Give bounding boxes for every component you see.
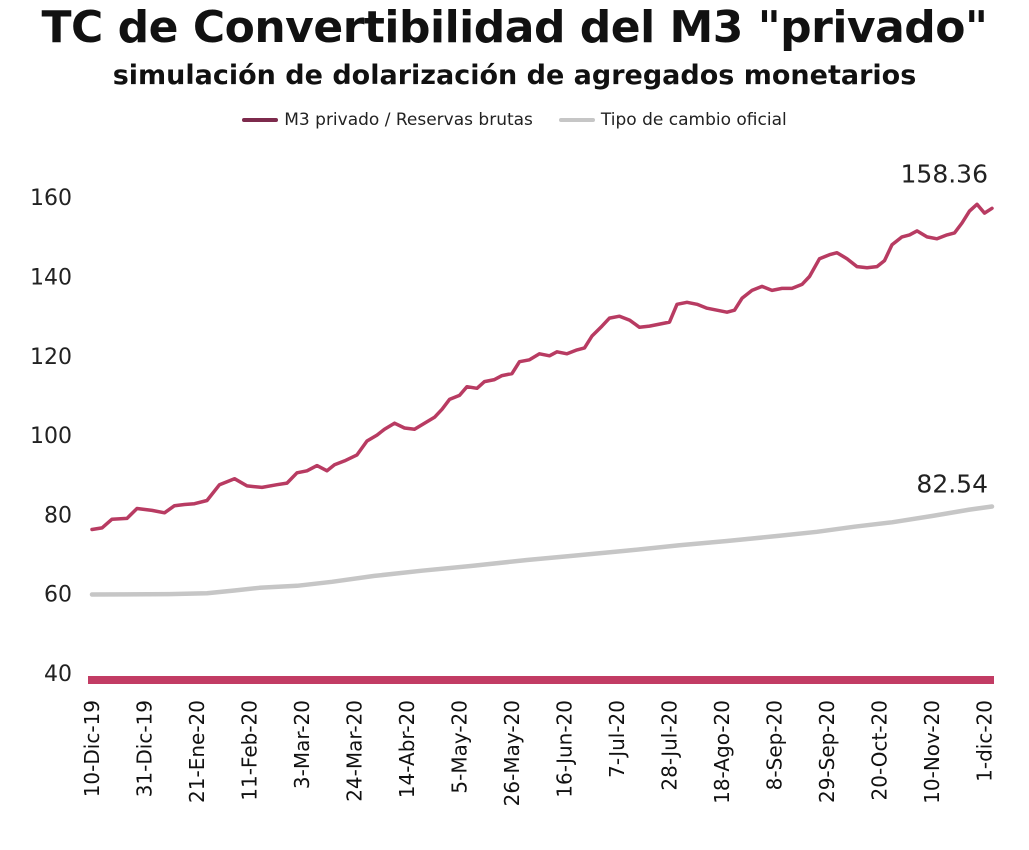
legend-item-tc: Tipo de cambio oficial: [558, 110, 787, 130]
x-tick-label: 24-Mar-20: [343, 700, 367, 802]
x-tick-label: 11-Feb-20: [238, 700, 262, 801]
data-label-tc-last: 82.54: [916, 469, 988, 498]
legend-item-m3: M3 privado / Reservas brutas: [242, 110, 533, 130]
x-tick-label: 21-Ene-20: [185, 700, 209, 803]
y-tick-label: 160: [30, 186, 72, 211]
x-tick-label: 29-Sep-20: [815, 700, 839, 803]
x-axis-ticks: 10-Dic-19 31-Dic-19 21-Ene-20 11-Feb-20 3-Ma…: [80, 700, 997, 806]
chart-title: TC de Convertibilidad del M3 "privado": [41, 2, 988, 53]
chart-subtitle: simulación de dolarización de agregados …: [112, 60, 917, 91]
x-tick-label: 5-May-20: [448, 700, 472, 794]
end-labels: 158.36 82.54: [901, 159, 988, 498]
y-tick-label: 100: [30, 424, 72, 449]
data-label-m3-last: 158.36: [901, 159, 988, 188]
x-tick-label: 16-Jun-20: [553, 700, 577, 798]
legend-swatch-m3: [242, 118, 279, 122]
y-tick-label: 60: [44, 583, 72, 608]
y-axis-ticks: 40 60 80 100 120 140 160: [30, 186, 72, 687]
x-tick-label: 20-Oct-20: [868, 700, 892, 800]
legend-label-tc: Tipo de cambio oficial: [600, 110, 787, 130]
x-tick-label: 8-Sep-20: [763, 700, 787, 790]
y-tick-label: 40: [44, 662, 72, 687]
y-tick-label: 140: [30, 266, 72, 291]
legend-swatch-tc: [558, 118, 595, 122]
y-tick-label: 120: [30, 345, 72, 370]
series-layer: [89, 202, 995, 597]
x-tick-label: 28-Jul-20: [658, 700, 682, 791]
x-tick-label: 31-Dic-19: [133, 700, 157, 797]
series-line-tipo-cambio: [89, 504, 995, 597]
x-tick-label: 26-May-20: [500, 700, 524, 806]
y-tick-label: 80: [44, 503, 72, 528]
x-tick-label: 3-Mar-20: [290, 700, 314, 789]
x-tick-label: 10-Dic-19: [80, 700, 104, 797]
series-line-m3: [90, 202, 994, 532]
legend: M3 privado / Reservas brutas Tipo de cam…: [0, 110, 1029, 130]
legend-label-m3: M3 privado / Reservas brutas: [284, 110, 533, 130]
x-tick-label: 10-Nov-20: [920, 700, 944, 804]
x-tick-label: 7-Jul-20: [605, 700, 629, 778]
x-tick-label: 14-Abr-20: [395, 700, 419, 798]
x-tick-label: 18-Ago-20: [710, 700, 734, 804]
x-tick-label: 1-dic-20: [973, 700, 997, 782]
